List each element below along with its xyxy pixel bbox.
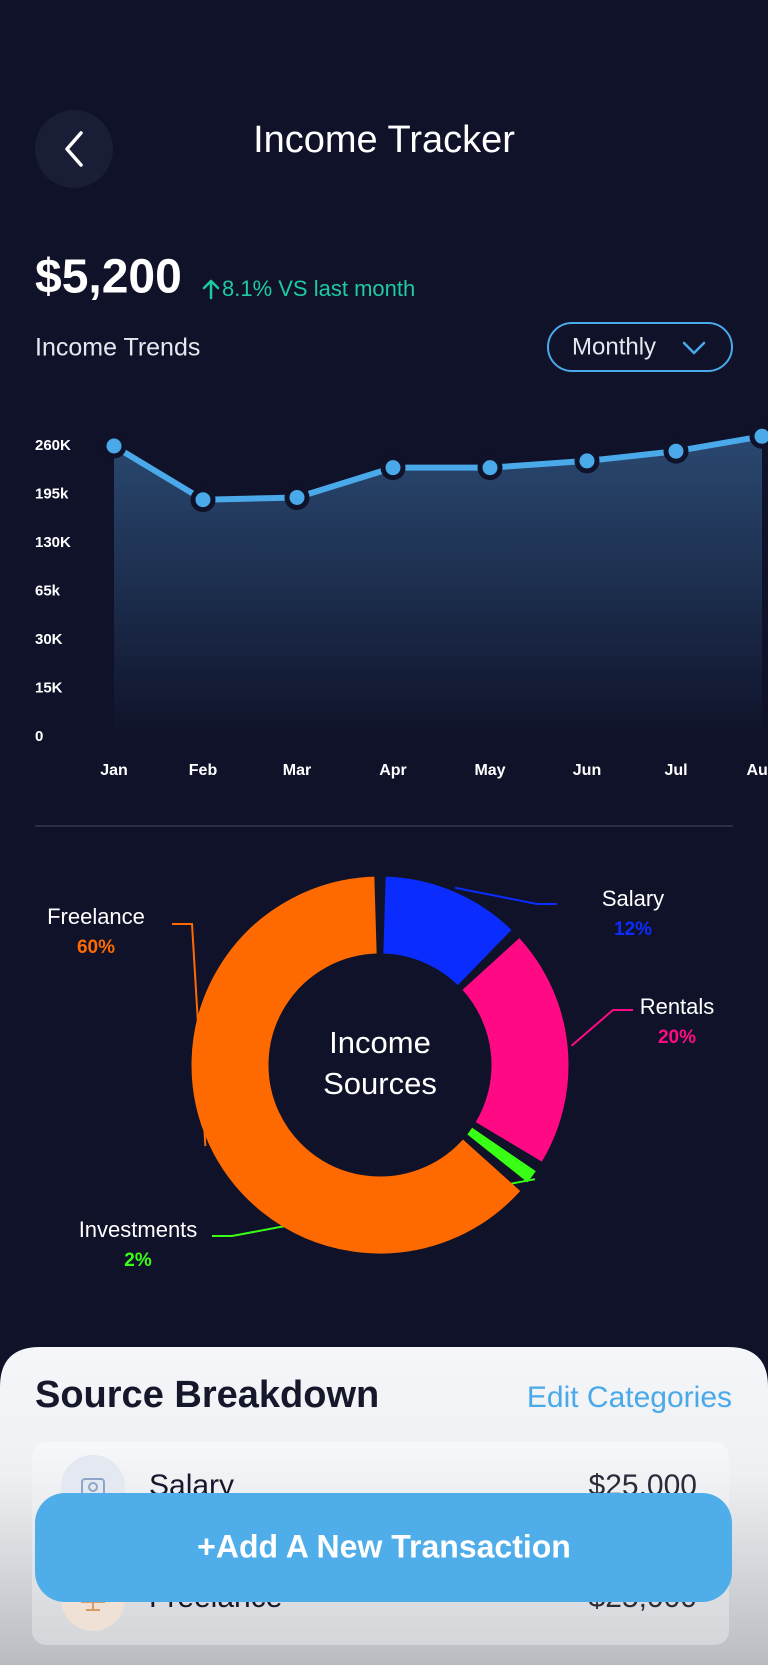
point: [749, 423, 768, 449]
point: [190, 487, 216, 513]
legend-label: Freelance: [47, 904, 145, 929]
line-chart: 0 15K 30K 65k 130K 195k 260K Jan Feb Mar Apr May Jun…: [35, 423, 768, 779]
y-tick-label: 30K: [35, 631, 63, 648]
center-label: Sources: [323, 1066, 437, 1101]
point: [380, 455, 406, 481]
back-icon: [65, 131, 83, 167]
donut-segment: [382, 876, 512, 986]
y-tick-label: 130K: [35, 534, 71, 551]
donut-segment: [467, 1127, 536, 1183]
legend-label: Salary: [602, 886, 664, 911]
point: [574, 448, 600, 474]
page-title: Income Tracker: [253, 119, 515, 161]
leader-line: [454, 886, 557, 905]
up-arrow: [202, 279, 220, 300]
change-text: 8.1% VS last month: [222, 276, 415, 301]
total-amount: $5,200: [35, 251, 182, 304]
dropdown-icon: [682, 341, 706, 355]
y-tick-label: 65k: [35, 582, 61, 599]
leader-line: [172, 923, 207, 1147]
point: [663, 438, 689, 464]
x-tick-label: Feb: [189, 762, 218, 779]
center-label: Income: [329, 1025, 431, 1060]
period-dropdown[interactable]: [547, 322, 733, 372]
leader-line: [570, 1009, 633, 1047]
legend-label: Investments: [79, 1217, 198, 1242]
value-label: 12%: [614, 919, 652, 940]
y-tick-label: 0: [35, 728, 43, 745]
x-tick-label: Jan: [100, 762, 128, 779]
value-label: 60%: [77, 937, 115, 958]
area: [114, 436, 762, 737]
x-tick-label: Aug: [746, 762, 768, 779]
legend-label: Rentals: [640, 994, 715, 1019]
donut-segment: [461, 938, 569, 1162]
add-transaction-label: +Add A New Transaction: [197, 1528, 571, 1564]
x-tick-label: May: [474, 762, 505, 779]
point: [284, 484, 310, 510]
chart-title: Income Trends: [35, 334, 200, 362]
section-title: Source Breakdown: [35, 1374, 379, 1416]
x-tick-label: Mar: [283, 762, 311, 779]
x-tick-label: Apr: [379, 762, 407, 779]
point: [477, 455, 503, 481]
salary-icon-dot: [88, 1482, 98, 1492]
donut-segment: [191, 876, 521, 1254]
point: [101, 433, 127, 459]
y-tick-label: 195k: [35, 485, 69, 502]
line: [112, 433, 763, 503]
y-tick-label: 260K: [35, 437, 71, 454]
value-label: 2%: [124, 1250, 152, 1271]
y-tick-label: 15K: [35, 679, 63, 696]
value-label: 20%: [658, 1027, 696, 1048]
x-tick-label: Jul: [664, 762, 687, 779]
back-button[interactable]: [35, 110, 113, 188]
period-label: Monthly: [572, 333, 656, 360]
add-transaction-button[interactable]: [35, 1493, 732, 1602]
x-tick-label: Jun: [573, 762, 601, 779]
edit-categories[interactable]: Edit Categories: [527, 1381, 732, 1414]
donut-chart: Salary 12% Rentals 20% Investments 2% Freelanc…: [47, 876, 715, 1271]
